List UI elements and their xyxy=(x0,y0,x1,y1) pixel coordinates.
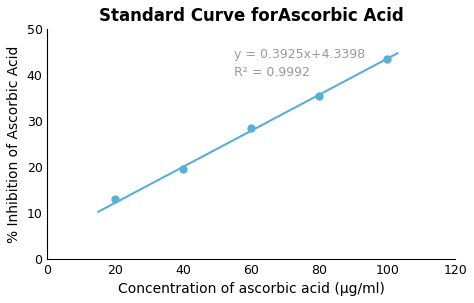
Point xyxy=(383,57,391,62)
Point xyxy=(316,93,323,98)
Y-axis label: % Inhibition of Ascorbic Acid: % Inhibition of Ascorbic Acid xyxy=(7,45,21,243)
X-axis label: Concentration of ascorbic acid (μg/ml): Concentration of ascorbic acid (μg/ml) xyxy=(118,282,385,296)
Point xyxy=(111,197,119,201)
Point xyxy=(247,125,255,130)
Text: y = 0.3925x+4.3398
R² = 0.9992: y = 0.3925x+4.3398 R² = 0.9992 xyxy=(234,48,365,78)
Point xyxy=(180,167,187,171)
Title: Standard Curve forAscorbic Acid: Standard Curve forAscorbic Acid xyxy=(99,7,404,25)
